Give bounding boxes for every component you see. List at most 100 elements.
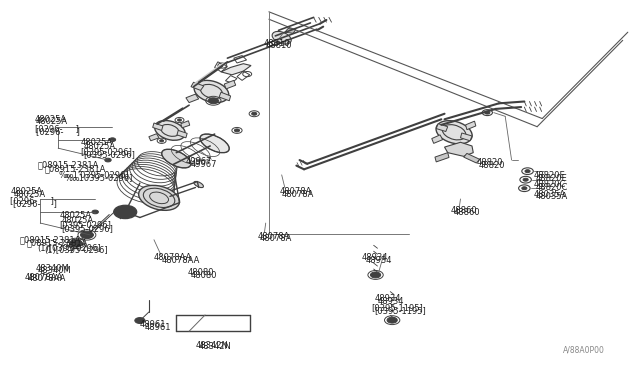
Text: [0395-0296]: [0395-0296] (84, 150, 136, 159)
Text: [0395-0296]: [0395-0296] (61, 224, 113, 233)
Circle shape (114, 205, 137, 219)
Text: 48025A: 48025A (61, 216, 93, 225)
Ellipse shape (139, 185, 179, 210)
Text: 48934: 48934 (362, 253, 388, 263)
Text: 48025A: 48025A (36, 118, 68, 126)
Ellipse shape (155, 121, 185, 140)
Text: 48961: 48961 (145, 323, 171, 332)
Ellipse shape (162, 149, 191, 168)
Text: [0296-     ]: [0296- ] (35, 124, 79, 133)
Text: ‱10395-0296]: ‱10395-0296] (65, 173, 133, 182)
Text: 48810: 48810 (264, 39, 291, 48)
Text: ⓪08915-2381A: ⓪08915-2381A (38, 161, 99, 170)
Circle shape (252, 112, 257, 115)
Text: 48025A: 48025A (81, 138, 113, 147)
Circle shape (109, 138, 116, 141)
Text: 48025A: 48025A (60, 211, 92, 220)
Text: ⓪08915-2381A: ⓪08915-2381A (20, 235, 81, 244)
Circle shape (135, 318, 145, 324)
Polygon shape (149, 134, 159, 141)
Text: 48340M: 48340M (36, 264, 70, 273)
Circle shape (208, 98, 218, 104)
Text: 48025A: 48025A (35, 115, 67, 124)
Polygon shape (435, 153, 449, 162)
Ellipse shape (194, 80, 228, 103)
Circle shape (87, 233, 93, 237)
Polygon shape (219, 92, 230, 101)
Circle shape (160, 140, 164, 142)
Text: 48820: 48820 (476, 158, 503, 167)
Text: 48820E: 48820E (536, 174, 568, 183)
Text: 48342N: 48342N (198, 342, 232, 352)
Text: 48078A: 48078A (282, 190, 314, 199)
Circle shape (387, 317, 397, 323)
Text: 48078A: 48078A (259, 234, 292, 243)
Text: [0395-0296]: [0395-0296] (60, 220, 111, 229)
Circle shape (70, 240, 83, 247)
Text: 48961: 48961 (140, 320, 166, 329)
Text: 48078A: 48078A (280, 187, 312, 196)
Circle shape (522, 187, 527, 190)
Text: 48860: 48860 (451, 206, 477, 215)
Text: ‱1'0395-0296]: ‱1'0395-0296] (58, 170, 129, 179)
Text: 48934: 48934 (378, 297, 404, 306)
Text: [0296-     ]: [0296- ] (36, 127, 80, 136)
Circle shape (234, 129, 239, 132)
Text: 48820E: 48820E (534, 171, 566, 180)
Circle shape (523, 178, 528, 181)
Text: 48340M: 48340M (38, 266, 72, 275)
Polygon shape (221, 64, 251, 75)
Circle shape (484, 111, 490, 114)
Text: 48078AA: 48078AA (162, 256, 200, 265)
Text: 48810: 48810 (266, 41, 292, 51)
Text: [0395-1195]: [0395-1195] (374, 306, 426, 315)
Ellipse shape (272, 31, 291, 44)
Polygon shape (180, 121, 189, 128)
Ellipse shape (200, 134, 229, 153)
Text: ⓪08915-2381A: ⓪08915-2381A (26, 238, 88, 247)
Polygon shape (186, 94, 198, 103)
Text: 48820: 48820 (478, 161, 505, 170)
Text: (1)[0395-0296]: (1)[0395-0296] (38, 244, 101, 253)
Text: 48820C: 48820C (536, 183, 568, 192)
Text: A/88A0P00: A/88A0P00 (563, 346, 605, 355)
Polygon shape (177, 131, 187, 138)
Text: 48078AA: 48078AA (154, 253, 193, 263)
Text: 48080: 48080 (191, 271, 218, 280)
Text: [0395-1195]: [0395-1195] (371, 303, 423, 312)
Text: (1)[0395-0296]: (1)[0395-0296] (44, 246, 108, 255)
Text: [0296-     ]: [0296- ] (10, 196, 54, 205)
Polygon shape (466, 121, 476, 130)
Text: 49967: 49967 (191, 160, 218, 169)
Text: 48025A: 48025A (84, 141, 116, 151)
Polygon shape (224, 80, 236, 89)
Text: 48025A: 48025A (13, 190, 45, 199)
Circle shape (525, 170, 530, 173)
Text: 48078A: 48078A (257, 232, 290, 241)
Polygon shape (461, 133, 472, 141)
Circle shape (81, 231, 93, 238)
Text: 48080: 48080 (187, 268, 214, 277)
Text: 48035A: 48035A (536, 192, 568, 201)
Text: 48934: 48934 (366, 256, 392, 265)
Text: 48078AA: 48078AA (25, 273, 63, 282)
Circle shape (177, 119, 181, 121)
Text: [0395-0296]: [0395-0296] (81, 147, 132, 156)
Polygon shape (191, 82, 204, 90)
Text: [0296-     ]: [0296- ] (13, 199, 58, 208)
Text: 48025A: 48025A (10, 187, 42, 196)
Polygon shape (445, 142, 473, 156)
Circle shape (371, 272, 381, 278)
Polygon shape (285, 29, 296, 33)
Circle shape (92, 210, 99, 214)
Text: 48035A: 48035A (534, 190, 566, 199)
Text: 48820C: 48820C (534, 180, 566, 189)
Circle shape (105, 158, 111, 162)
Polygon shape (153, 123, 163, 131)
Text: 49967: 49967 (186, 157, 212, 166)
Text: 48342N: 48342N (195, 341, 228, 350)
Polygon shape (432, 135, 443, 143)
Text: 48860: 48860 (454, 208, 481, 217)
Polygon shape (464, 153, 479, 163)
Text: ⓪08915-2381A: ⓪08915-2381A (44, 164, 106, 173)
